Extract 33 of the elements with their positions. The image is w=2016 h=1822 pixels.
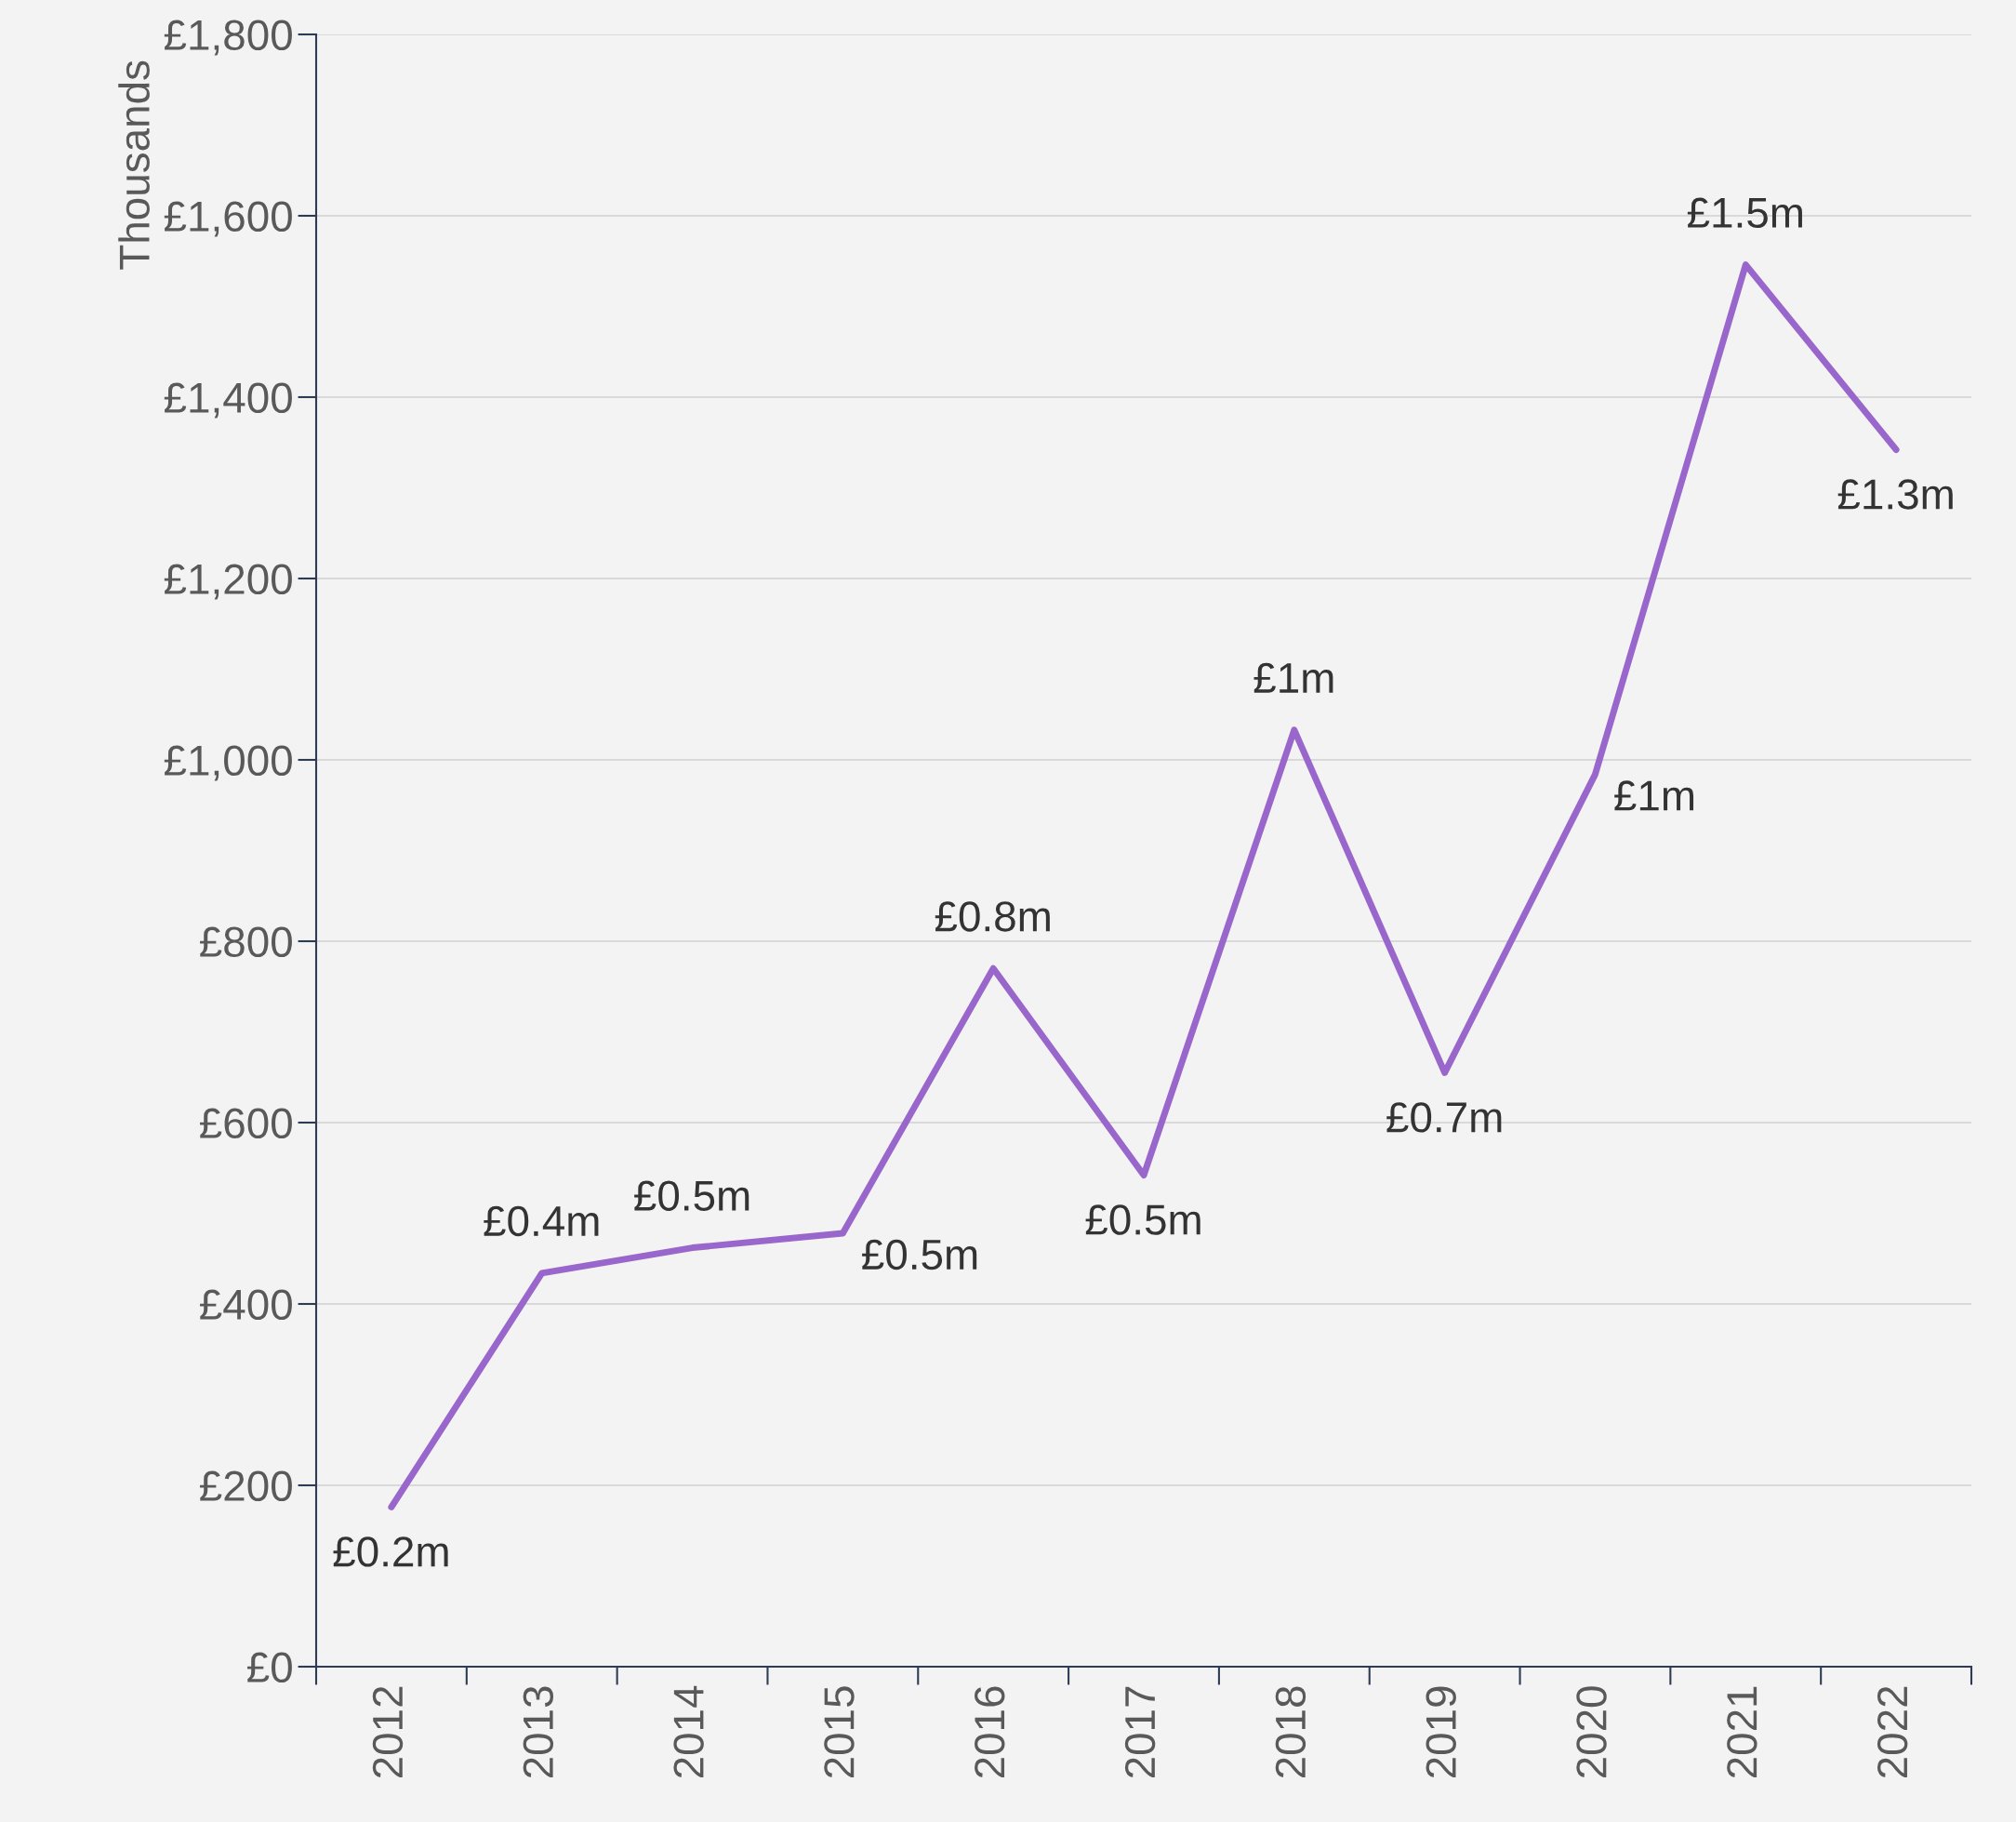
annotation: £0.5m bbox=[1085, 1204, 1200, 1235]
y-tick-label: £200 bbox=[200, 1470, 292, 1502]
y-tick-label: £1,800 bbox=[164, 20, 292, 56]
y-tick-label: £800 bbox=[200, 926, 292, 958]
x-tick-label: 2015 bbox=[824, 1686, 855, 1778]
annotation: £1m bbox=[1614, 780, 1694, 811]
annotation: £0.5m bbox=[862, 1239, 977, 1270]
annotation: £0.8m bbox=[935, 901, 1050, 932]
x-tick-label: 2020 bbox=[1576, 1686, 1607, 1778]
x-tick-label: 2012 bbox=[372, 1686, 404, 1778]
y-tick-label: £1,200 bbox=[164, 564, 292, 600]
annotation: £1.5m bbox=[1687, 197, 1802, 229]
annotation: £1m bbox=[1253, 662, 1333, 693]
annotation: £1.3m bbox=[1837, 479, 1953, 510]
y-tick-label: £400 bbox=[200, 1289, 292, 1321]
x-tick-label: 2019 bbox=[1426, 1686, 1456, 1778]
y-axis-title: Thousands bbox=[118, 60, 150, 270]
y-tick-label: £1,600 bbox=[164, 201, 292, 237]
y-tick-label: £1,000 bbox=[164, 745, 292, 781]
x-tick-label: 2022 bbox=[1877, 1686, 1908, 1778]
annotation: £0.7m bbox=[1386, 1102, 1502, 1133]
annotation: £0.5m bbox=[634, 1180, 749, 1211]
x-tick-label: 2016 bbox=[975, 1686, 1005, 1778]
x-tick-label: 2014 bbox=[673, 1685, 704, 1778]
x-tick-label: 2017 bbox=[1124, 1686, 1156, 1778]
annotation: £0.4m bbox=[484, 1205, 599, 1237]
y-tick-label: £1,400 bbox=[164, 382, 292, 419]
x-tick-label: 2021 bbox=[1727, 1686, 1757, 1778]
y-tick-label: £600 bbox=[200, 1108, 292, 1139]
x-tick-label: 2018 bbox=[1275, 1686, 1306, 1778]
x-tick-label: 2013 bbox=[523, 1686, 554, 1778]
y-tick-label: £0 bbox=[247, 1652, 292, 1683]
annotation: £0.2m bbox=[333, 1536, 448, 1567]
